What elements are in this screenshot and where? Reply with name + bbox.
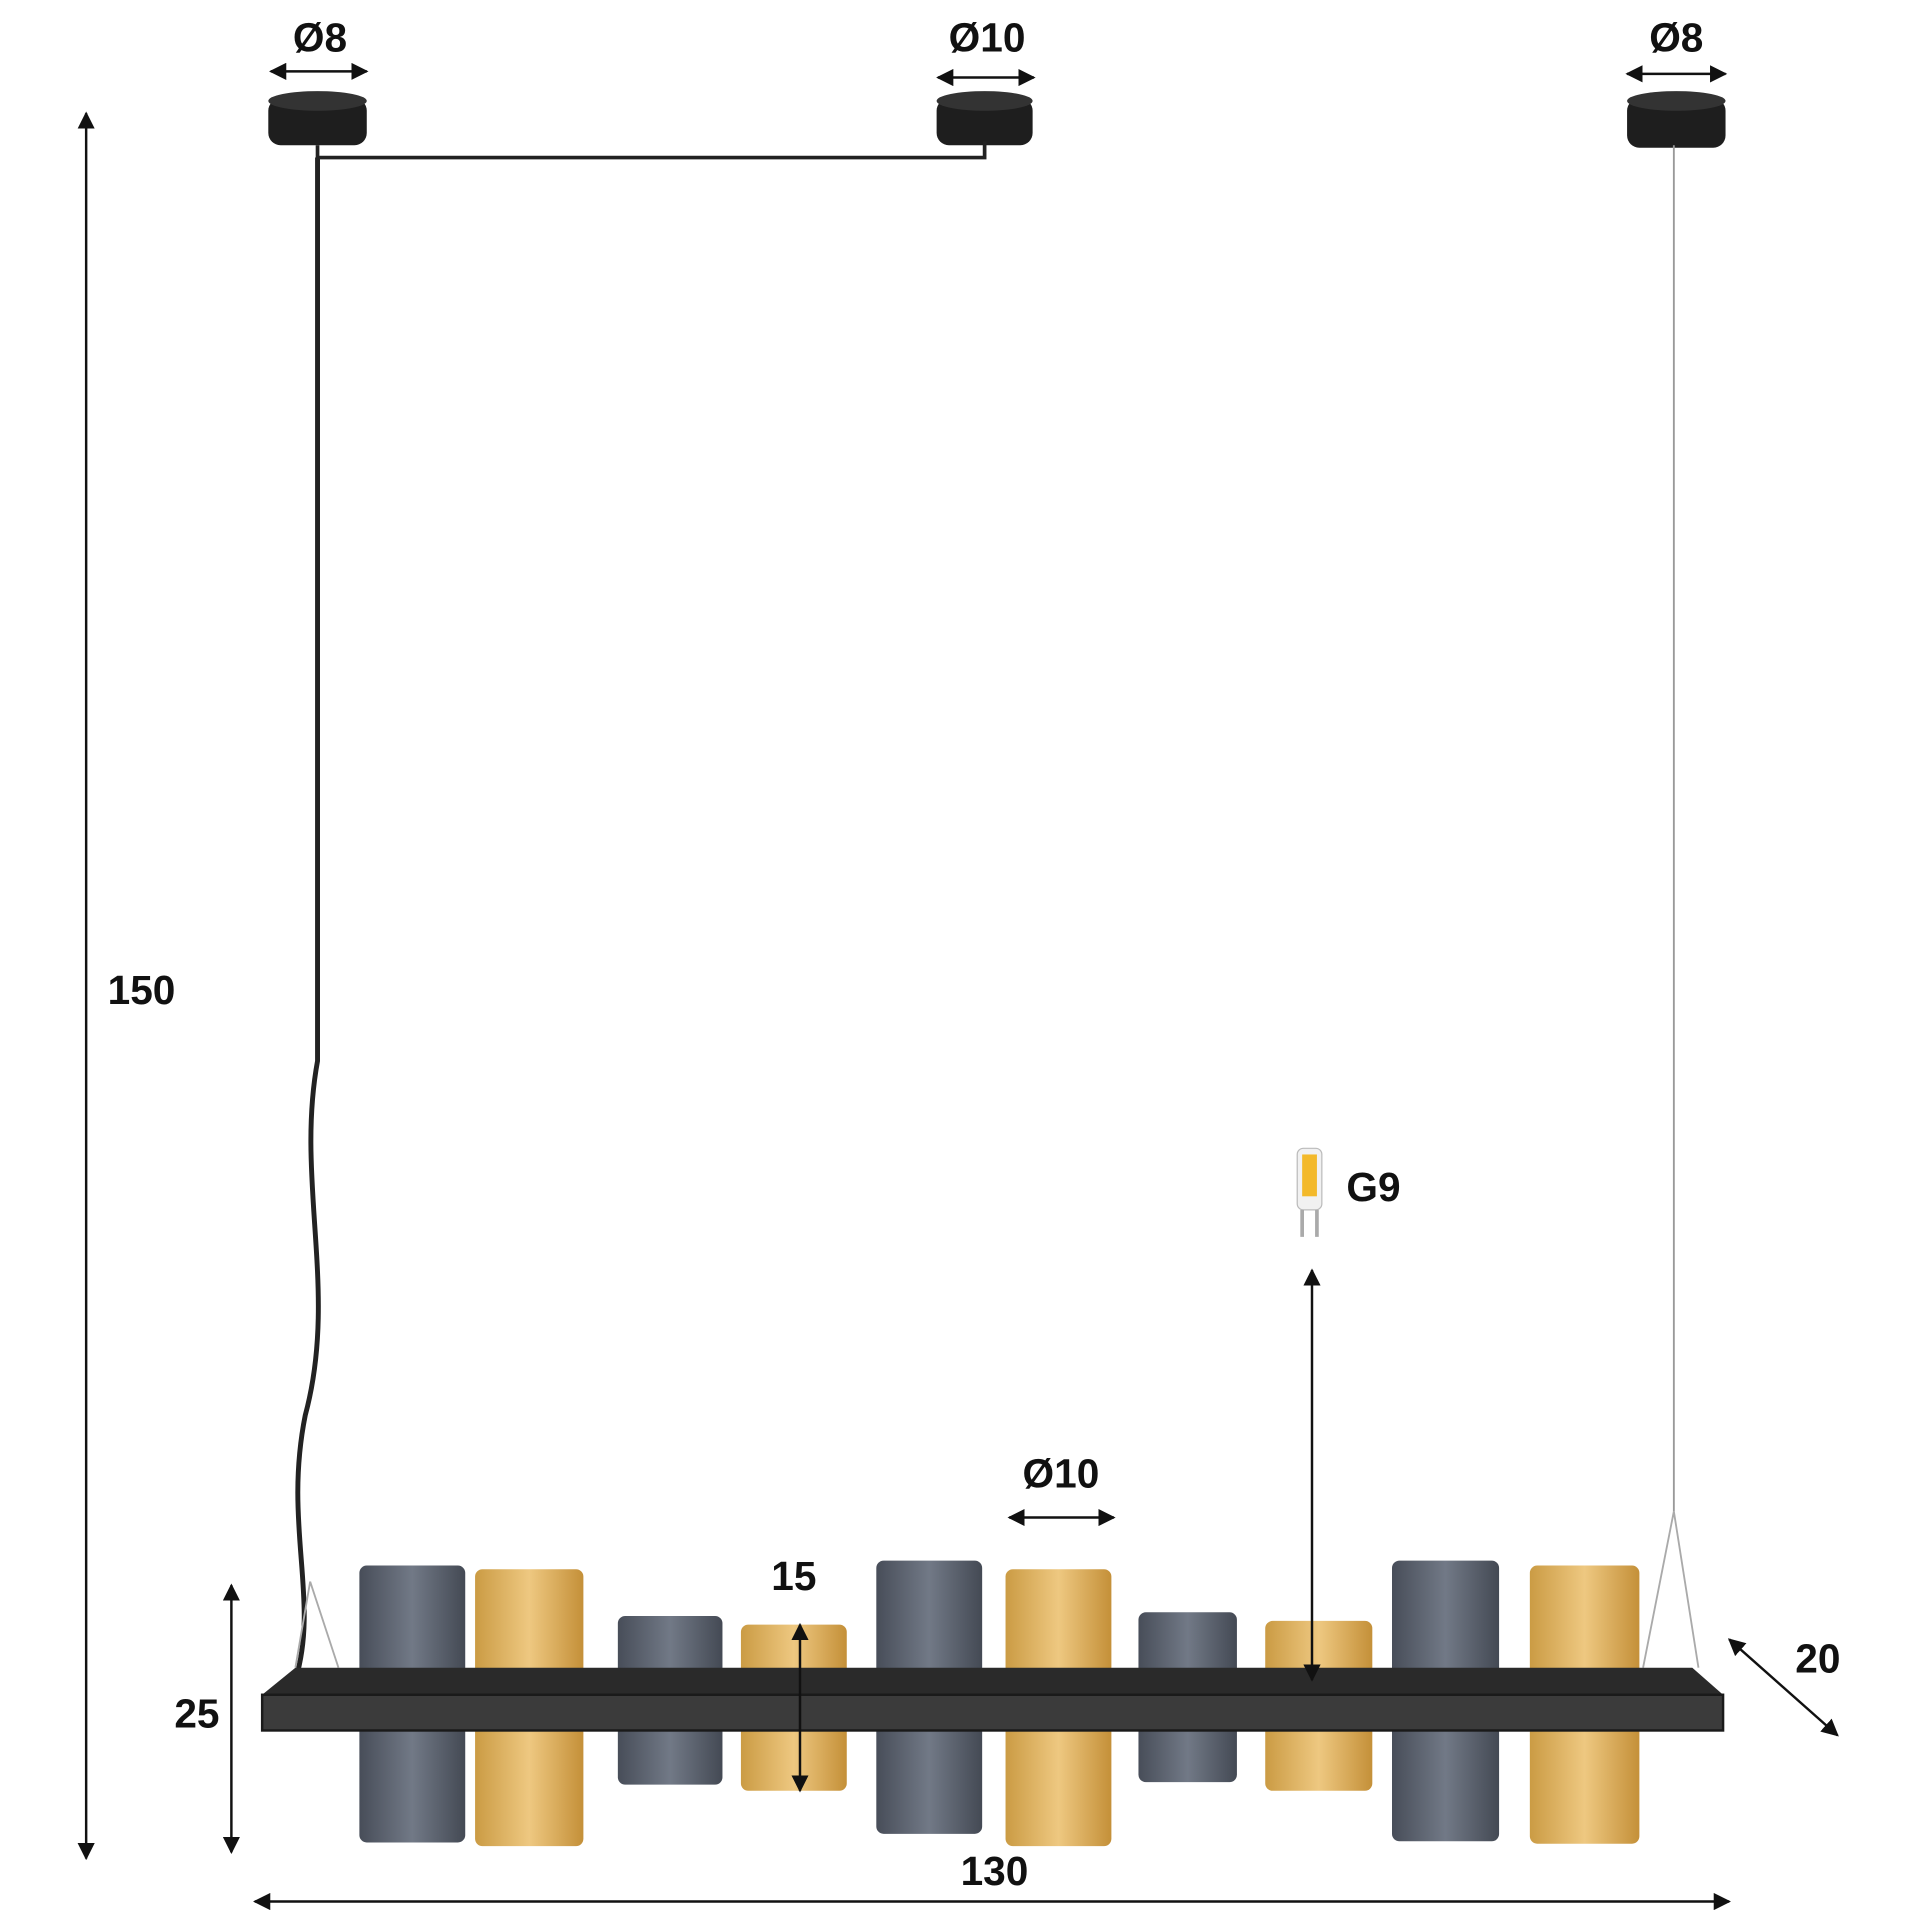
depth: 20 [1795, 1635, 1840, 1681]
width: 130 [961, 1848, 1029, 1894]
total-height: 150 [108, 967, 176, 1013]
dimension-lines [77, 62, 1839, 1911]
wires [293, 141, 1700, 1681]
canopy-middle-diameter: Ø10 [949, 14, 1026, 60]
bar [260, 1667, 1725, 1732]
shade-diameter: Ø10 [1023, 1451, 1100, 1497]
fixture-height: 25 [174, 1691, 219, 1737]
canopy-left-diameter: Ø8 [293, 14, 347, 60]
small-shade-height: 15 [771, 1553, 816, 1599]
bulb-icon [1296, 1147, 1323, 1237]
canopies [268, 91, 1726, 148]
bulb-type: G9 [1346, 1164, 1400, 1210]
canopy-right-diameter: Ø8 [1649, 14, 1703, 60]
